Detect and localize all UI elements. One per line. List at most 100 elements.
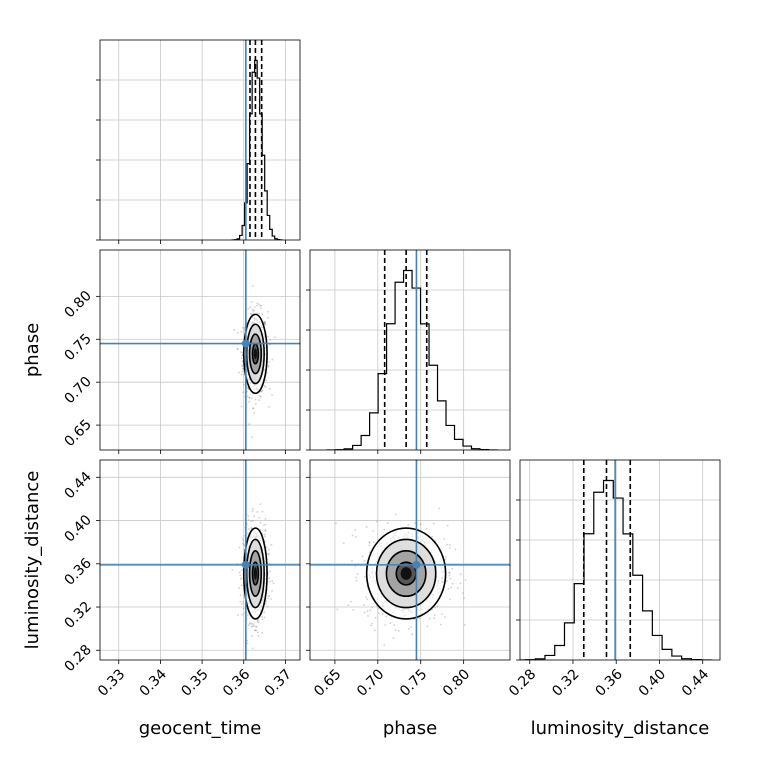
sample-point [372,541,375,544]
sample-point [251,647,254,650]
sample-point [446,524,449,527]
sample-point [261,313,264,316]
sample-point [241,365,244,368]
sample-point [247,387,250,390]
panel-geocent_time-luminosity_distance: 0.33 0.34 0.35 0.36 0.370.280.320.360.400.44 [61,459,301,700]
sample-point [246,642,249,645]
sample-point [267,316,269,319]
sample-point [239,574,242,577]
sample-point [369,609,372,612]
sample-point [273,336,276,339]
sample-point [238,571,241,574]
sample-point [260,307,263,310]
sample-point [392,637,395,639]
sample-point [241,363,244,366]
sample-point [463,597,465,600]
sample-point [241,370,243,373]
density-peak [253,567,258,580]
sample-point [249,312,252,315]
sample-point [250,313,253,315]
sample-point [240,603,243,605]
sample-point [242,383,245,386]
sample-point [459,573,462,576]
sample-point [250,527,253,530]
sample-point [366,610,369,612]
sample-point [246,614,249,617]
sample-point [268,580,271,583]
sample-point [259,521,262,524]
sample-point [426,625,429,628]
sample-point [342,542,345,544]
sample-point [456,587,459,589]
sample-point [335,522,337,525]
sample-point [271,580,274,582]
sample-point [394,513,397,516]
sample-point [368,544,371,547]
sample-point [252,407,255,410]
sample-point [247,528,250,530]
sample-point [407,524,410,526]
sample-point [238,587,241,589]
sample-point [336,608,339,611]
sample-point [251,510,254,513]
sample-point [261,616,263,618]
sample-point [263,524,265,527]
sample-point [240,357,243,360]
sample-point [264,523,267,526]
sample-point [259,503,262,506]
sample-point [249,306,252,309]
sample-point [238,546,241,549]
panel-phase-phase [306,249,511,454]
sample-point [374,616,377,619]
panel-frame [99,39,301,241]
sample-point [259,305,262,307]
sample-point [263,384,266,387]
sample-point [463,624,466,626]
sample-point [355,579,358,582]
sample-point [254,403,257,405]
sample-point [269,570,271,573]
sample-point [264,517,267,520]
sample-point [356,573,359,575]
panel-frame [309,249,511,451]
sample-point [438,507,440,510]
sample-point [264,323,267,326]
sample-point [363,604,366,606]
sample-point [250,622,253,625]
sample-point [271,394,273,397]
sample-point [252,520,254,522]
sample-point [264,529,267,532]
sample-point [251,634,254,637]
sample-point [260,390,263,393]
sample-point [250,397,253,400]
sample-point [265,546,268,549]
sample-point [373,629,376,632]
sample-point [252,507,254,510]
sample-point [263,321,266,324]
sample-point [240,577,243,579]
sample-point [367,614,369,617]
sample-point [384,624,387,626]
sample-point [259,529,262,531]
histogram-luminosity_distance [520,479,712,660]
sample-point [263,533,266,536]
sample-point [264,386,267,389]
sample-point [267,597,270,600]
sample-point [263,616,266,619]
sample-point [269,339,272,341]
sample-point [253,629,256,632]
sample-point [260,395,262,398]
sample-point [247,515,250,518]
panel-content [520,460,720,660]
sample-point [376,520,378,523]
sample-point [247,624,250,627]
sample-point [393,624,396,627]
panel-content [100,250,300,450]
sample-point [394,629,397,632]
sample-point [242,367,244,370]
sample-point [256,620,259,623]
sample-point [241,613,244,616]
sample-point [448,571,451,574]
sample-point [264,529,267,532]
